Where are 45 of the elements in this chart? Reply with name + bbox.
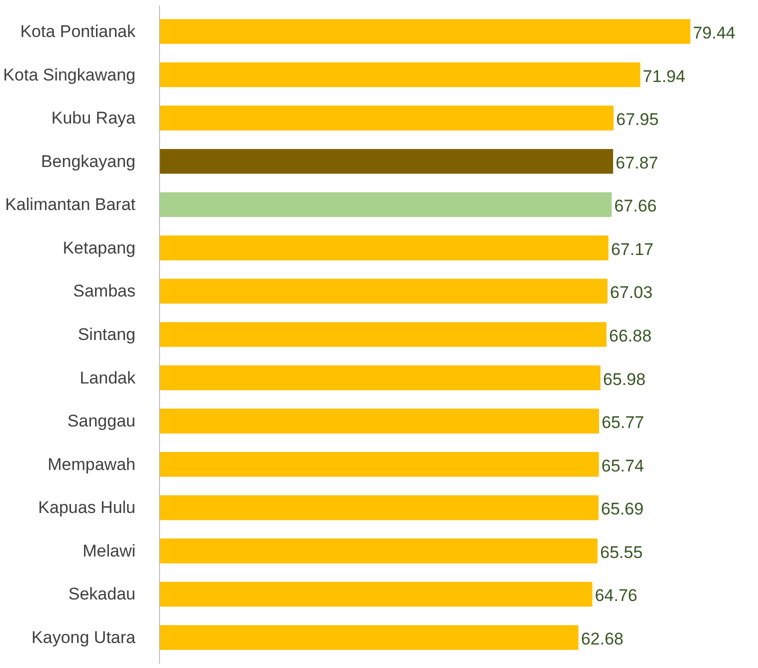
y-tick-label: Sekadau (68, 584, 136, 604)
bar (160, 365, 600, 390)
data-label: 67.17 (610, 240, 654, 259)
bar (160, 582, 592, 607)
y-tick-label: Kapuas Hulu (38, 498, 136, 518)
data-label: 65.77 (602, 413, 644, 432)
data-label: 65.98 (602, 370, 646, 389)
data-label: 67.03 (610, 283, 653, 302)
bar (160, 148, 614, 174)
data-label: 62.68 (580, 630, 624, 649)
y-tick-label: Sanggau (67, 412, 136, 431)
bar (160, 495, 599, 520)
bar (160, 62, 640, 88)
y-tick-label: Kubu Raya (51, 108, 136, 128)
y-tick-label: Melawi (82, 541, 136, 560)
bar (160, 625, 578, 650)
data-label: 65.74 (601, 456, 644, 476)
y-tick-label: Sintang (78, 325, 136, 344)
y-tick-label: Kota Pontianak (20, 22, 136, 41)
bar (160, 106, 614, 130)
data-label: 71.94 (642, 66, 686, 86)
y-tick-label: Kota Singkawang (3, 65, 136, 84)
bar (160, 538, 598, 564)
data-label: 67.66 (614, 196, 657, 216)
data-label: 65.55 (600, 542, 643, 562)
y-tick-label: Ketapang (62, 238, 136, 258)
bar (160, 278, 608, 304)
y-tick-label: Mempawah (48, 454, 136, 474)
bar (160, 452, 599, 477)
y-tick-label: Sambas (73, 282, 136, 301)
data-label: 64.76 (594, 586, 638, 606)
data-label: 66.88 (609, 326, 652, 346)
data-label: 65.69 (601, 500, 644, 519)
bar (160, 19, 690, 44)
bar (160, 236, 608, 260)
y-tick-label: Landak (80, 368, 136, 388)
bar (160, 322, 607, 347)
data-label: 79.44 (692, 23, 736, 42)
y-tick-label: Kalimantan Barat (5, 195, 136, 214)
y-tick-label: Kayong Utara (32, 628, 136, 648)
bar (160, 408, 600, 434)
data-label: 67.87 (616, 153, 658, 172)
bar (160, 192, 612, 218)
y-tick-label: Bengkayang (40, 152, 136, 171)
data-label: 67.95 (616, 110, 659, 130)
